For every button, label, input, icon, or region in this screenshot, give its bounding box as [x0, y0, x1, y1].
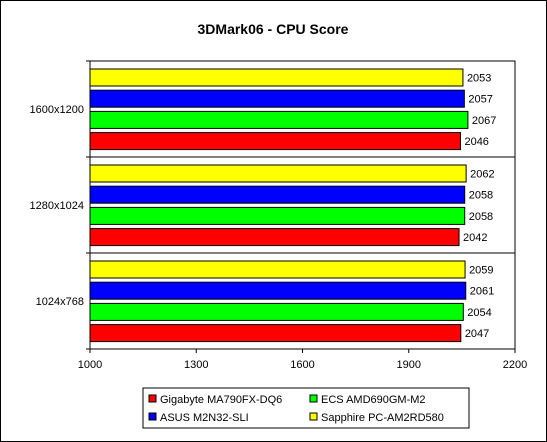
data-label: 2061 — [470, 286, 494, 298]
bar-sapphire-pc-am2rd580-1024x768 — [89, 260, 466, 279]
category-label: 1024x768 — [36, 296, 84, 308]
data-label: 2054 — [467, 307, 491, 319]
data-label: 2062 — [470, 169, 494, 181]
axis-layer: 1600x1200 1280x1024 1024x768 1000 1300 1600 19… — [30, 60, 527, 371]
x-tick-label: 2200 — [503, 359, 527, 371]
data-label: 2047 — [465, 328, 489, 340]
data-label: 2059 — [469, 265, 493, 277]
bar-sapphire-pc-am2rd580-1600x1200 — [89, 68, 464, 87]
bar-ecs-amd690gm-m2-1600x1200 — [89, 110, 469, 129]
bar-asus-m2n32-sli-1600x1200 — [89, 89, 465, 108]
data-label: 2042 — [463, 232, 487, 244]
legend-swatch — [309, 394, 318, 403]
plot-area — [89, 60, 516, 350]
bar-gigabyte-ma790fx-dq6-1024x768 — [89, 324, 462, 343]
x-tick-label: 1900 — [397, 359, 421, 371]
chart-title: 3DMark06 - CPU Score — [198, 21, 349, 37]
legend-box — [142, 387, 470, 429]
data-label: 2053 — [467, 73, 491, 85]
bar-gigabyte-ma790fx-dq6-1600x1200 — [89, 132, 461, 151]
legend-label: ECS AMD690GM-M2 — [321, 394, 426, 406]
legend-swatch — [309, 412, 318, 421]
data-label: 2058 — [469, 190, 493, 202]
bar-sapphire-pc-am2rd580-1280x1024 — [89, 164, 467, 183]
legend-label: Sapphire PC-AM2RD580 — [321, 412, 444, 424]
bars-layer: 2053 2057 2067 2046 2062 2058 2058 2042 2059 2061… — [89, 68, 496, 343]
bar-asus-m2n32-sli-1280x1024 — [89, 185, 466, 204]
legend-swatch — [148, 412, 157, 421]
bar-asus-m2n32-sli-1024x768 — [89, 281, 467, 300]
legend-label: Gigabyte MA790FX-DQ6 — [160, 394, 282, 406]
legend-label: ASUS M2N32-SLI — [160, 412, 249, 424]
data-label: 2046 — [464, 136, 488, 148]
category-label: 1280x1024 — [30, 200, 84, 212]
x-tick-label: 1600 — [290, 359, 314, 371]
category-label: 1600x1200 — [30, 104, 84, 116]
data-label: 2057 — [468, 94, 492, 106]
bar-ecs-amd690gm-m2-1024x768 — [89, 302, 464, 321]
data-label: 2067 — [472, 115, 496, 127]
x-tick-label: 1000 — [78, 359, 102, 371]
x-tick-label: 1300 — [184, 359, 208, 371]
legend: Gigabyte MA790FX-DQ6 ECS AMD690GM-M2 ASUS … — [142, 387, 470, 429]
bar-ecs-amd690gm-m2-1280x1024 — [89, 206, 466, 225]
bar-gigabyte-ma790fx-dq6-1280x1024 — [89, 228, 460, 247]
data-label: 2058 — [469, 211, 493, 223]
legend-swatch — [148, 394, 157, 403]
